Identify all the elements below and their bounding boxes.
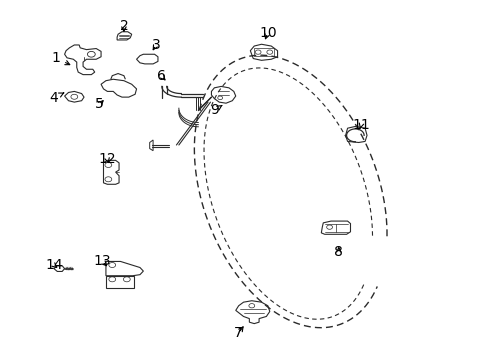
Text: 9: 9 [209,103,222,117]
Text: 10: 10 [259,26,276,40]
Text: 2: 2 [119,19,128,33]
Text: 1: 1 [51,51,70,65]
Text: 13: 13 [94,255,111,269]
Text: 11: 11 [351,118,369,132]
Text: 3: 3 [151,38,160,52]
Text: 12: 12 [99,152,116,166]
Text: 7: 7 [234,326,243,340]
Text: 6: 6 [157,69,166,84]
Text: 14: 14 [45,258,62,272]
Text: 5: 5 [95,97,104,111]
Text: 4: 4 [49,91,63,105]
Text: 8: 8 [334,245,343,259]
